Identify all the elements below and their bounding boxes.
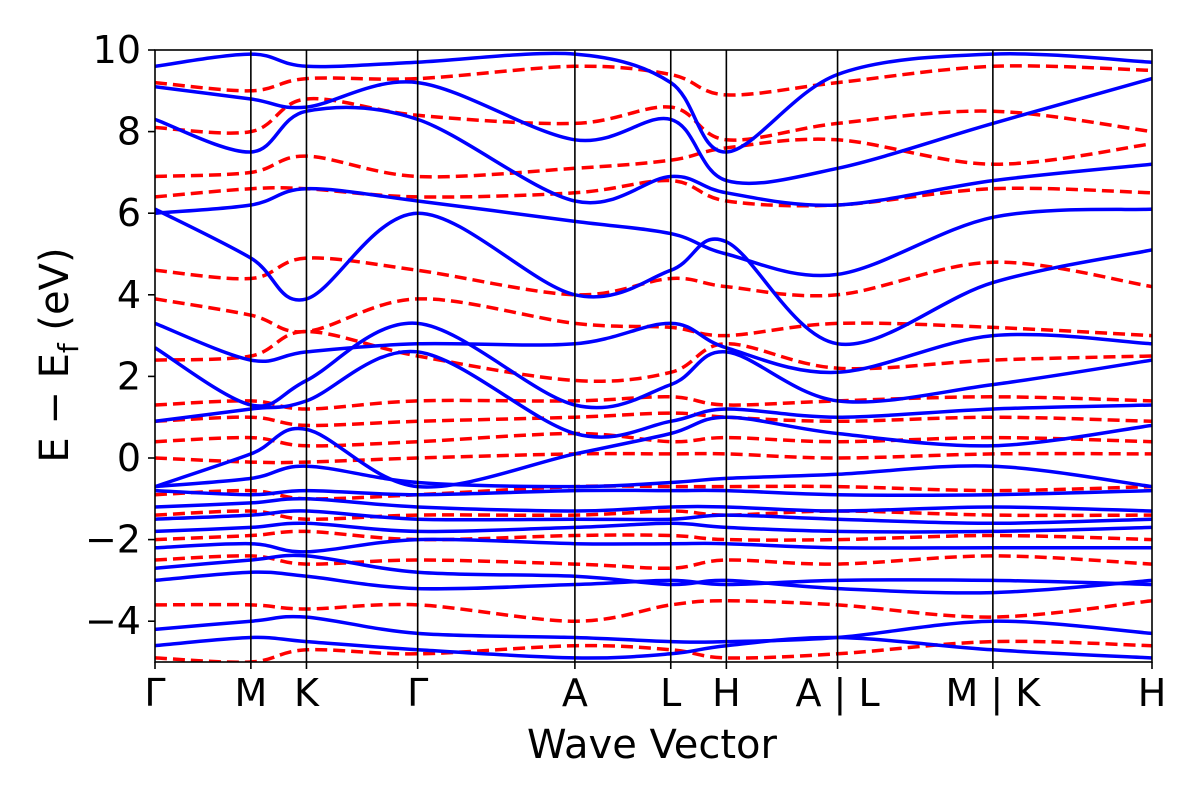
y-tick-label: 10 xyxy=(93,28,141,72)
band-line-b12 xyxy=(155,297,1152,338)
x-tick-label: A xyxy=(562,671,588,715)
y-tick-label: −4 xyxy=(85,599,141,643)
x-tick-label: M | K xyxy=(946,671,1042,716)
y-tick-label: 8 xyxy=(117,110,141,154)
band-line-b11 xyxy=(155,329,1152,384)
band-line-a6 xyxy=(155,521,1152,534)
band-line-b6 xyxy=(155,484,1152,501)
band-line-a4 xyxy=(155,553,1152,595)
band-line-a16 xyxy=(155,186,1152,278)
band-line-a11 xyxy=(155,415,1152,489)
axes-border xyxy=(154,49,1153,663)
band-line-a17 xyxy=(155,105,1152,208)
band-line-a12 xyxy=(155,349,1152,439)
band-line-a2 xyxy=(155,614,1152,644)
band-line-b4 xyxy=(155,529,1152,542)
x-tick-label: Γ xyxy=(144,671,165,715)
band-line-b3 xyxy=(155,554,1152,571)
band-line-a3 xyxy=(155,570,1152,591)
y-tick-label: 6 xyxy=(117,191,141,235)
y-tick-label: 4 xyxy=(117,273,141,317)
y-axis-label-main: E − E xyxy=(32,353,78,463)
y-tick-label: 0 xyxy=(117,436,141,480)
band-line-b2 xyxy=(155,599,1152,623)
x-tick-label: L xyxy=(660,671,681,715)
band-line-a14 xyxy=(155,321,1152,375)
x-tick-label: H xyxy=(712,671,741,715)
x-tick-label: A | L xyxy=(795,671,879,716)
axes-frame xyxy=(154,49,1153,663)
band-line-a8 xyxy=(155,496,1152,513)
band-line-b15 xyxy=(155,137,1152,179)
band-line-b16 xyxy=(155,96,1152,142)
band-line-a18 xyxy=(155,76,1152,186)
x-tick-label: M xyxy=(234,671,267,715)
x-axis-label: Wave Vector xyxy=(527,722,778,768)
x-tick-label: K xyxy=(294,671,320,715)
y-axis-label-unit: (eV) xyxy=(32,247,78,343)
band-line-a7 xyxy=(155,509,1152,526)
y-axis-ticks: −4 −2 0 2 4 6 8 10 xyxy=(85,28,155,643)
band-line-a1 xyxy=(155,635,1152,660)
y-axis-label-sub: f xyxy=(52,342,85,353)
band-line-a19 xyxy=(155,51,1152,154)
y-axis-label: E − Ef (eV) xyxy=(32,247,85,462)
band-line-b7 xyxy=(155,451,1152,465)
band-line-a5 xyxy=(155,537,1152,554)
y-tick-label: −2 xyxy=(85,518,141,562)
plot-area xyxy=(155,51,1152,662)
band-line-a13 xyxy=(155,321,1152,410)
x-tick-label: Γ xyxy=(407,671,428,715)
band-line-a10 xyxy=(155,464,1152,489)
band-line-b5 xyxy=(155,509,1152,522)
band-line-b14 xyxy=(155,178,1152,208)
x-tick-label: H xyxy=(1138,671,1167,715)
band-line-b1 xyxy=(155,639,1152,662)
y-tick-label: 2 xyxy=(117,354,141,398)
band-line-b17 xyxy=(155,64,1152,97)
band-line-a9 xyxy=(155,488,1152,497)
band-line-b9 xyxy=(155,411,1152,428)
band-line-a15 xyxy=(155,207,1152,347)
